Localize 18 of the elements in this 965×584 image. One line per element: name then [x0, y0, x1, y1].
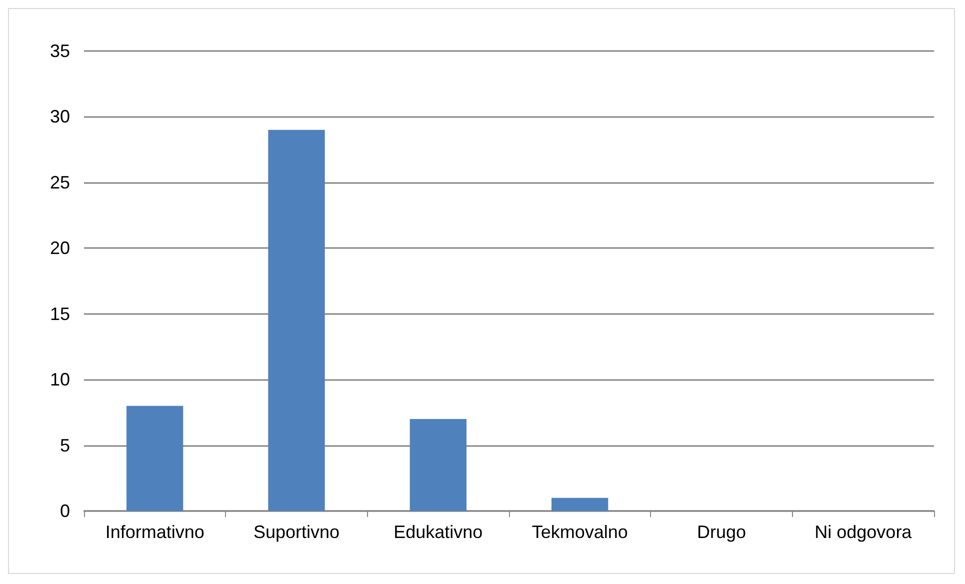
y-tick-label: 25 [50, 172, 70, 192]
y-tick-label: 15 [50, 304, 70, 324]
bar [268, 130, 325, 511]
y-tick-label: 30 [50, 106, 70, 127]
bar [552, 498, 608, 511]
y-tick-label: 10 [50, 370, 70, 390]
x-tick-label: Suportivno [253, 522, 340, 542]
x-tick-label: Tekmovalno [532, 522, 628, 542]
y-tick-label: 20 [50, 238, 70, 258]
y-tick-label: 0 [60, 501, 70, 521]
y-tick-label: 35 [50, 41, 70, 61]
x-tick-label: Edukativno [394, 522, 483, 542]
bar [410, 419, 466, 511]
x-tick-label: Informativno [105, 522, 204, 542]
x-tick-label: Ni odgovora [814, 522, 913, 542]
y-tick-label: 5 [60, 435, 70, 456]
x-tick-label: Drugo [696, 522, 746, 542]
bar [126, 406, 184, 511]
